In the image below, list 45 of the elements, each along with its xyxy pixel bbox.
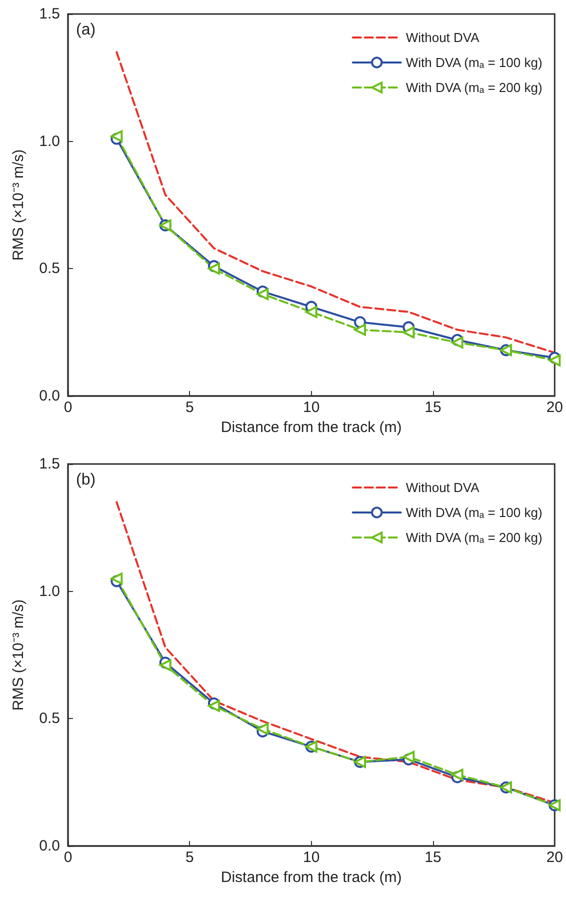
y-tick-label: 1.0 xyxy=(39,582,60,600)
point xyxy=(402,750,415,763)
x-tick-label: 15 xyxy=(424,399,442,416)
legend-label: With DVA (mₐ = 100 kg) xyxy=(406,505,542,520)
x-tick-label: 20 xyxy=(546,849,563,866)
point xyxy=(451,336,464,349)
x-tick-label: 5 xyxy=(185,399,194,416)
y-tick-label: 0.5 xyxy=(39,710,60,728)
point xyxy=(110,130,123,142)
point xyxy=(208,262,220,275)
y-tick-label: 1.5 xyxy=(39,456,60,472)
legend-label: Without DVA xyxy=(406,30,480,45)
point xyxy=(208,700,220,712)
point xyxy=(159,659,172,672)
y-axis-title: RMS (×10⁻³ m/s) xyxy=(10,149,27,261)
y-tick-label: 1.5 xyxy=(39,6,60,22)
point xyxy=(354,316,366,328)
x-tick-label: 0 xyxy=(64,849,72,866)
point xyxy=(451,768,464,781)
x-tick-label: 5 xyxy=(185,849,194,866)
legend-label: With DVA (mₐ = 100 kg) xyxy=(406,55,542,70)
y-axis-title: RMS (×10⁻³ m/s) xyxy=(10,599,27,711)
legend-label: Without DVA xyxy=(406,480,480,495)
point xyxy=(354,324,366,336)
point xyxy=(256,722,269,735)
y-tick-label: 0.0 xyxy=(39,388,60,404)
y-tick-label: 1.0 xyxy=(39,132,60,150)
point xyxy=(548,354,561,366)
point xyxy=(110,572,123,585)
annotation: (a) xyxy=(76,22,96,38)
legend-label: With DVA (mₐ = 200 kg) xyxy=(406,530,542,545)
x-tick-label: 15 xyxy=(424,849,442,866)
y-tick-label: 0.5 xyxy=(39,260,60,278)
x-tick-label: 10 xyxy=(302,399,320,416)
y-tick-label: 0.0 xyxy=(39,838,60,854)
point xyxy=(402,326,415,338)
point xyxy=(256,288,269,300)
x-tick-label: 20 xyxy=(546,399,563,416)
x-axis-title: Distance from the track (m) xyxy=(220,419,402,436)
point xyxy=(305,306,318,318)
x-axis-title: Distance from the track (m) xyxy=(220,869,402,886)
x-tick-label: 0 xyxy=(64,399,72,416)
x-tick-label: 10 xyxy=(302,849,320,866)
annotation: (b) xyxy=(76,472,96,488)
legend-label: With DVA (mₐ = 200 kg) xyxy=(406,80,542,95)
